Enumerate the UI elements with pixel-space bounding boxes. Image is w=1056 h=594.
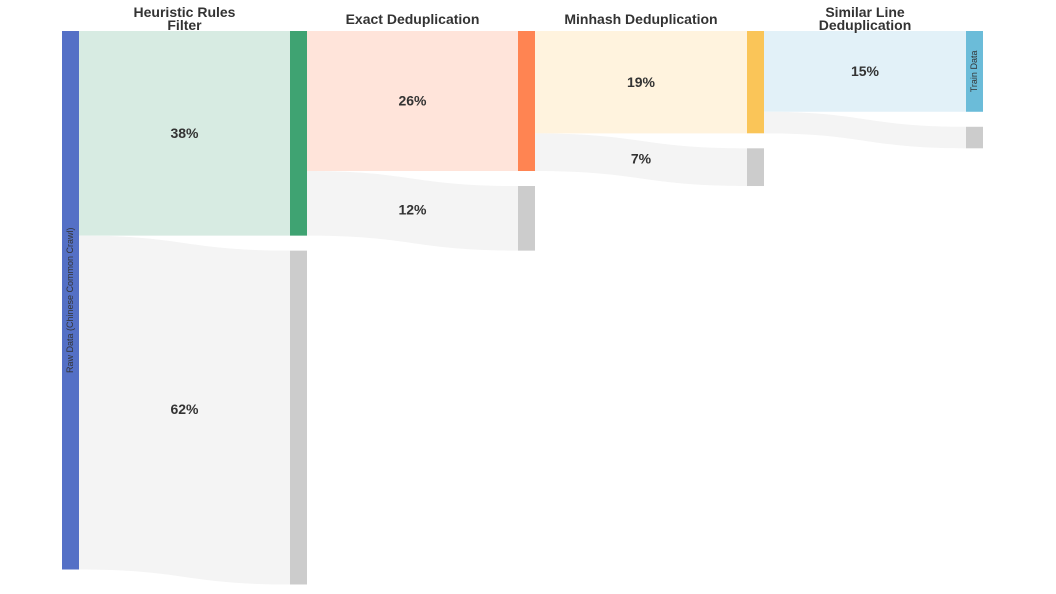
removed-band-1 bbox=[79, 235, 290, 585]
removed-node-4 bbox=[966, 126, 983, 149]
removed-label-2: 12% bbox=[398, 202, 427, 218]
stage-title-1: Heuristic Rules Filter bbox=[134, 4, 236, 33]
stage-title-3: Minhash Deduplication bbox=[564, 11, 717, 27]
source-node bbox=[62, 31, 79, 570]
stage-titles: Heuristic Rules Filter Exact Deduplication… bbox=[134, 4, 912, 33]
removed-node-2 bbox=[518, 186, 535, 251]
flow-labels: Raw Data (Chinese Common Crawl) 38% 62% 26%… bbox=[65, 51, 979, 417]
stage-title-4: Similar Line Deduplication bbox=[819, 4, 912, 33]
removed-band-4 bbox=[764, 111, 966, 149]
kept-node-2 bbox=[518, 31, 535, 172]
flow-nodes bbox=[62, 31, 983, 585]
kept-node-1 bbox=[290, 31, 307, 236]
kept-label-2: 26% bbox=[398, 93, 427, 109]
removed-node-3 bbox=[747, 148, 764, 187]
flow-bands bbox=[79, 31, 966, 585]
removed-label-1: 62% bbox=[170, 401, 199, 417]
sink-node-label: Train Data bbox=[969, 51, 979, 93]
kept-label-1: 38% bbox=[170, 125, 199, 141]
kept-band-3 bbox=[535, 31, 747, 134]
kept-band-4 bbox=[764, 31, 966, 112]
removed-band-2 bbox=[307, 171, 518, 251]
source-node-label: Raw Data (Chinese Common Crawl) bbox=[65, 227, 75, 373]
stage-title-2: Exact Deduplication bbox=[346, 11, 480, 27]
kept-node-4 bbox=[966, 31, 983, 112]
removed-node-1 bbox=[290, 250, 307, 585]
removed-label-3: 7% bbox=[631, 150, 652, 166]
kept-band-1 bbox=[79, 31, 290, 236]
kept-band-2 bbox=[307, 31, 518, 172]
removed-band-3 bbox=[535, 133, 747, 187]
kept-label-4: 15% bbox=[851, 63, 880, 79]
kept-label-3: 19% bbox=[627, 74, 656, 90]
kept-node-3 bbox=[747, 31, 764, 134]
